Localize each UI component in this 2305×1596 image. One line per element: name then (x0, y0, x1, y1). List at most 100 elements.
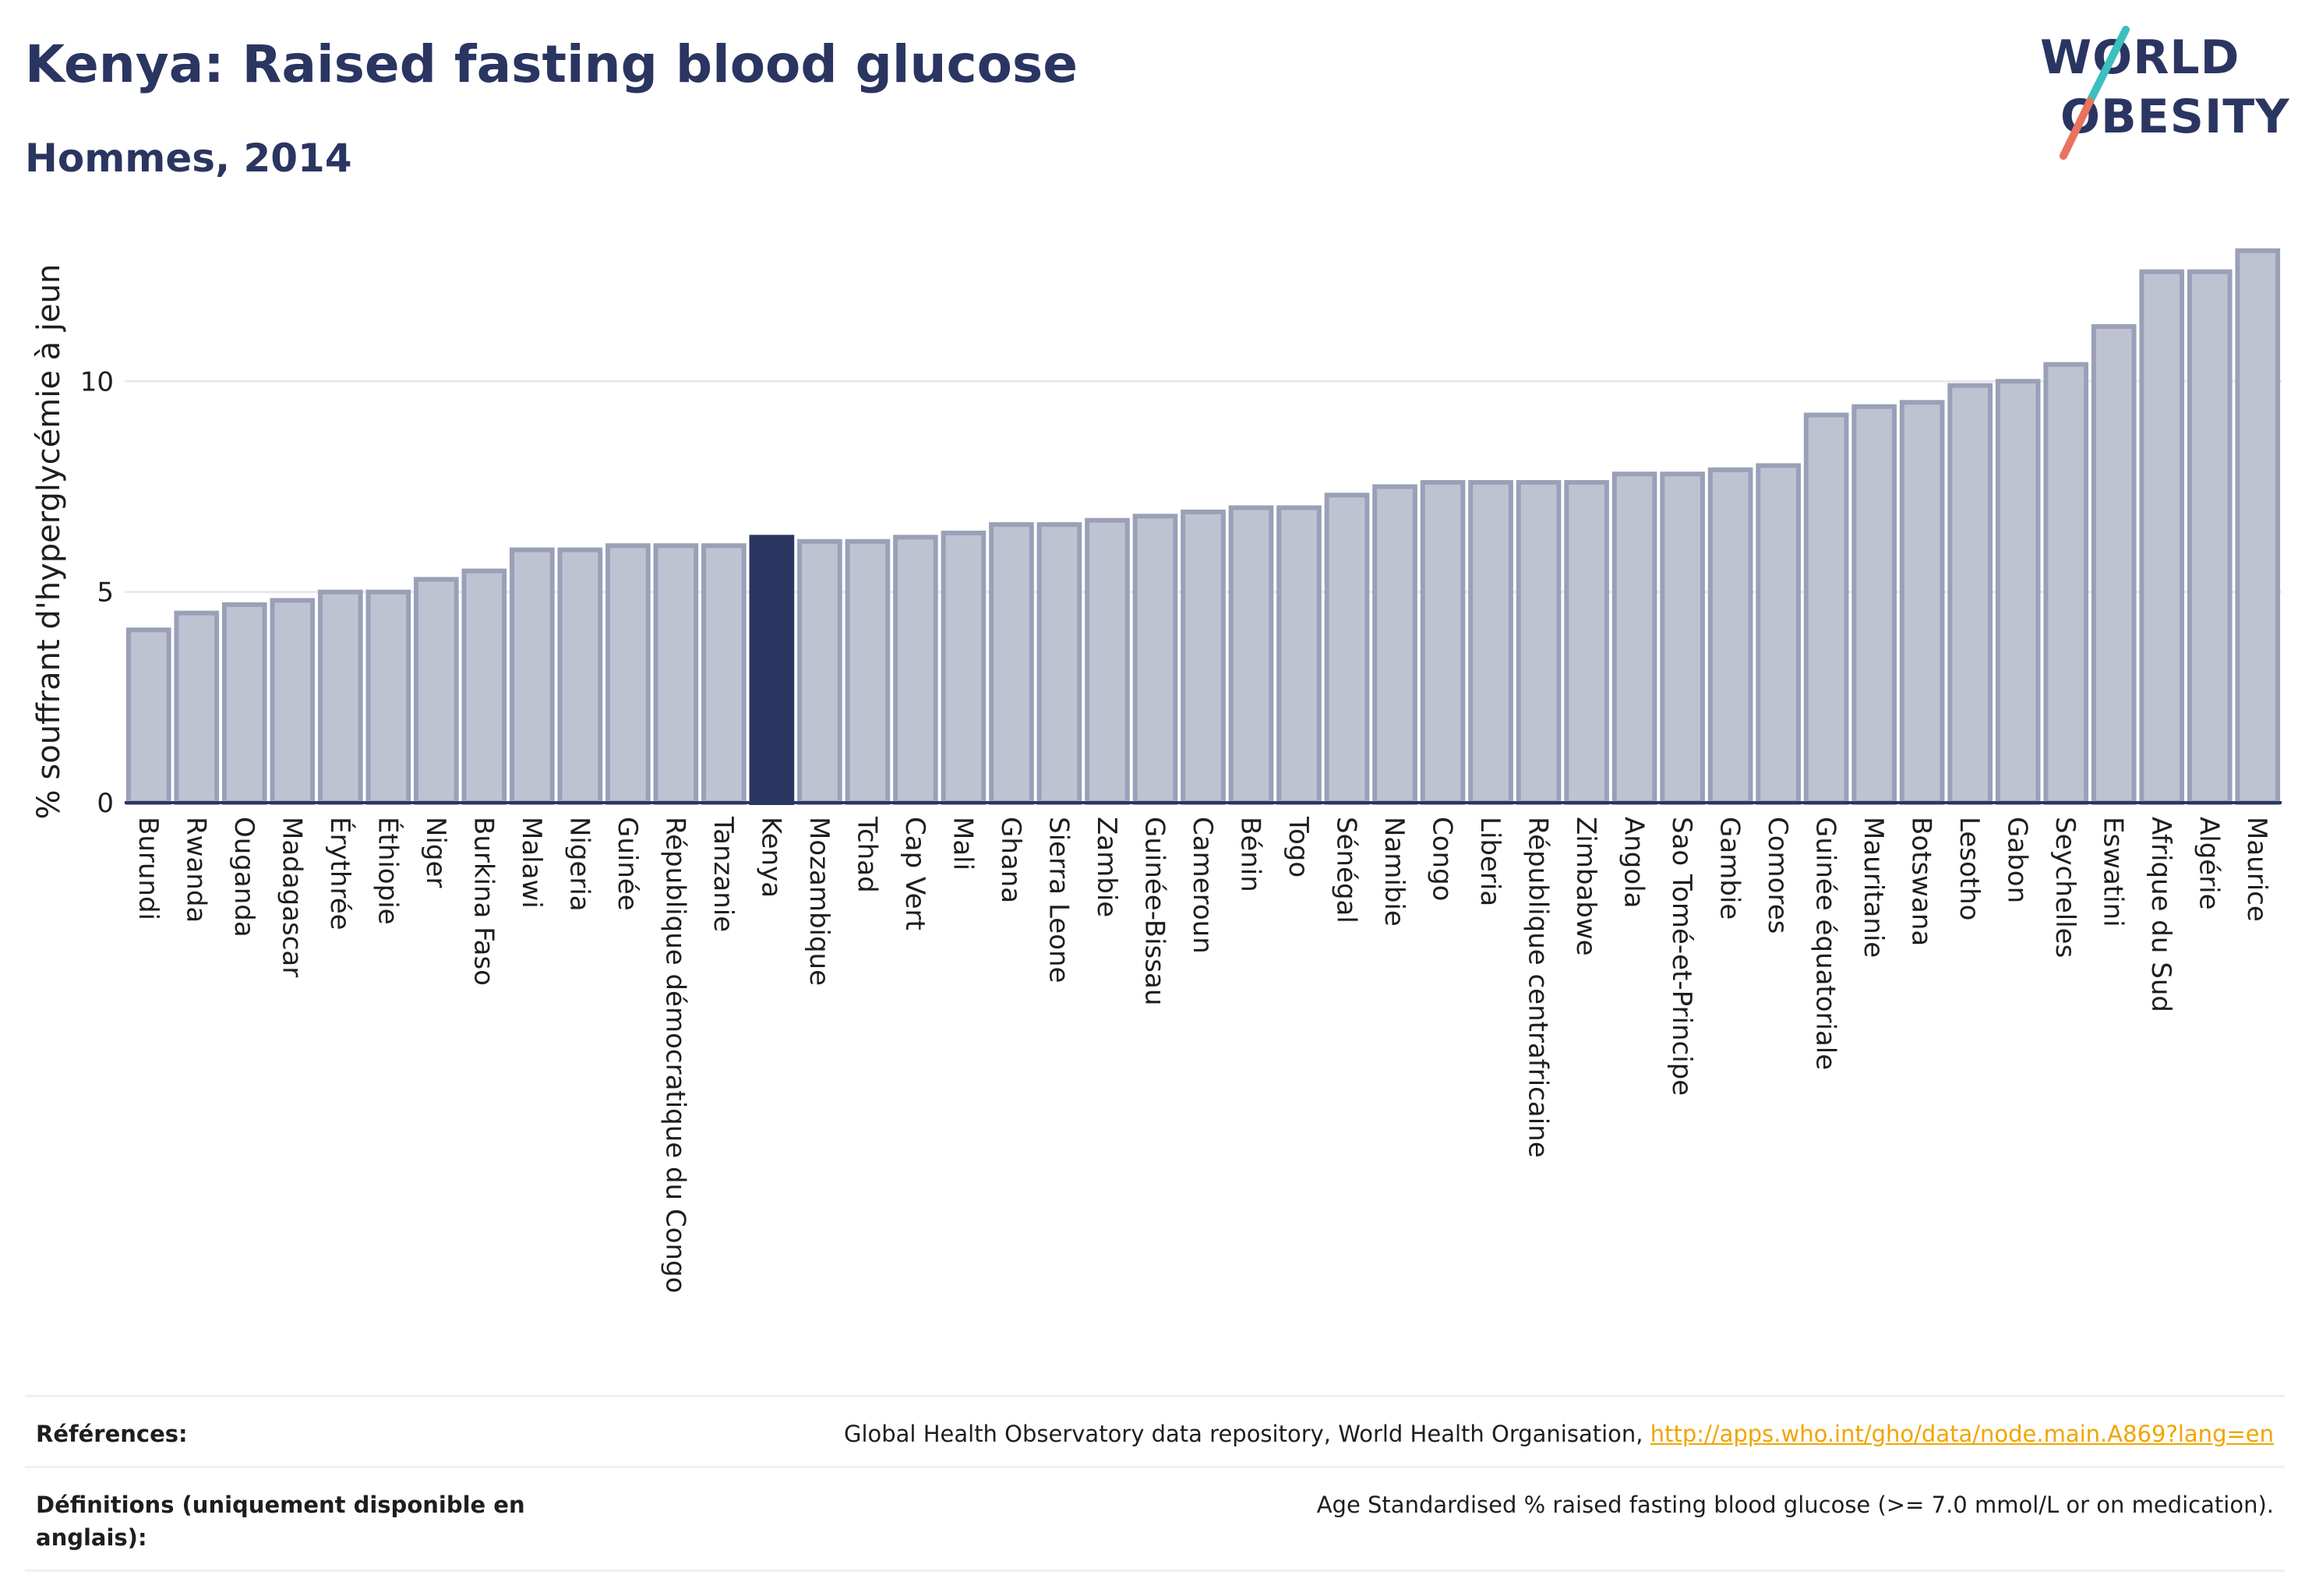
bar[interactable] (1372, 484, 1417, 805)
bar[interactable] (1276, 505, 1322, 806)
bar[interactable] (1468, 480, 1513, 805)
bar[interactable] (797, 538, 842, 805)
bar[interactable] (1516, 480, 1562, 805)
bar[interactable] (557, 547, 603, 805)
logo-slash-teal-icon (2086, 26, 2130, 105)
bar[interactable] (221, 602, 267, 806)
x-tick-label: Congo (1427, 817, 1458, 901)
x-tick-label: République centrafricaine (1523, 817, 1554, 1158)
x-tick-label: Bénin (1235, 817, 1266, 892)
x-tick-label: Namibie (1378, 817, 1410, 927)
bar[interactable] (701, 543, 747, 805)
definitions-label: Définitions (uniquement disponible en an… (36, 1492, 525, 1551)
x-tick-label: Angola (1618, 817, 1650, 908)
bar[interactable] (2235, 248, 2281, 805)
x-tick-label: Mauritanie (1858, 817, 1889, 958)
references-link[interactable]: http://apps.who.int/gho/data/node.main.A… (1650, 1421, 2274, 1447)
x-tick-label: Lesotho (1954, 817, 1985, 920)
bar[interactable] (989, 522, 1034, 805)
x-tick-label: Rwanda (180, 817, 211, 923)
bar[interactable] (365, 589, 411, 805)
x-tick-label: Érythrée (324, 817, 356, 930)
bar[interactable] (461, 568, 507, 805)
logo-slash-coral-icon (2060, 97, 2094, 160)
bar[interactable] (845, 538, 891, 805)
x-tick-label: Malawi (516, 817, 547, 909)
bar[interactable] (1564, 480, 1609, 805)
bar[interactable] (1132, 514, 1178, 806)
references-label: Références: (36, 1421, 188, 1447)
bar[interactable] (1995, 379, 2041, 805)
bar[interactable] (1324, 493, 1370, 806)
y-tick-label: 5 (97, 577, 114, 609)
x-tick-label: Sao Tomé-et-Principe (1666, 817, 1697, 1096)
bar[interactable] (1756, 463, 1801, 805)
references-text: Global Health Observatory data repositor… (843, 1421, 1650, 1447)
x-tick-label: Algérie (2194, 817, 2225, 910)
bar[interactable] (1181, 509, 1226, 806)
bar[interactable] (1036, 522, 1082, 805)
x-tick-label: Zambie (1091, 817, 1122, 917)
x-tick-label: République démocratique du Congo (659, 817, 690, 1293)
bar-chart: 0 5 10 Burundi Rwanda Ouganda Madagascar Éryth… (31, 248, 2282, 1293)
bar[interactable] (270, 598, 316, 805)
bar[interactable] (1803, 412, 1849, 805)
x-tick-label: Kenya (755, 817, 786, 898)
world-obesity-logo: WORLD OBESITY (2040, 26, 2289, 160)
x-tick-label: Sénégal (1331, 817, 1362, 923)
logo-line1: WORLD (2040, 30, 2240, 85)
x-tick-label: Guinée (612, 817, 643, 911)
bar[interactable] (1611, 471, 1657, 805)
x-tick-label: Niger (420, 817, 451, 888)
bar[interactable] (941, 530, 987, 805)
bar[interactable] (1707, 467, 1753, 805)
bar[interactable] (174, 610, 220, 806)
x-tick-label: Afrique du Sud (2145, 817, 2176, 1012)
bar[interactable] (2043, 362, 2089, 805)
x-tick-label: Tanzanie (708, 816, 739, 932)
bar[interactable] (1899, 400, 1945, 805)
x-tick-label: Gambie (1714, 817, 1746, 920)
x-tick-label: Cap Vert (899, 817, 930, 930)
x-tick-label: Tchad (851, 816, 882, 893)
x-tick-label: Nigeria (563, 817, 595, 912)
x-tick-label: Mozambique (803, 817, 835, 986)
x-tick-label: Eswatini (2098, 817, 2129, 927)
bar[interactable] (510, 547, 555, 805)
bar[interactable] (1660, 471, 1705, 805)
bars (125, 248, 2281, 806)
bar-highlighted[interactable] (749, 535, 795, 805)
bar[interactable] (1947, 383, 1993, 805)
y-tick-labels: 0 5 10 (80, 366, 114, 819)
x-tick-label: Éthiopie (372, 817, 404, 925)
bar[interactable] (413, 577, 459, 805)
x-tick-label: Maurice (2241, 817, 2272, 922)
x-tick-label: Liberia (1474, 817, 1505, 906)
chart-title: Kenya: Raised fasting blood glucose (25, 34, 1078, 94)
bar[interactable] (605, 543, 651, 805)
bar[interactable] (1085, 517, 1130, 805)
definitions-row: Définitions (uniquement disponible en an… (25, 1466, 2285, 1572)
bar[interactable] (2187, 269, 2233, 805)
bar[interactable] (317, 589, 363, 805)
y-tick-label: 0 (97, 788, 114, 819)
references-value: Global Health Observatory data repositor… (844, 1418, 2285, 1450)
bar[interactable] (2091, 323, 2137, 805)
x-tick-label: Sierra Leone (1043, 817, 1074, 983)
bar[interactable] (1420, 480, 1466, 805)
bar[interactable] (653, 543, 699, 805)
bar[interactable] (125, 627, 171, 806)
x-tick-label: Ouganda (228, 817, 259, 937)
x-tick-label: Mali (947, 817, 978, 870)
bar[interactable] (2139, 269, 2185, 805)
bar[interactable] (1851, 404, 1897, 805)
x-tick-label: Seychelles (2049, 817, 2081, 958)
bar[interactable] (1228, 505, 1274, 806)
x-tick-label: Gabon (2002, 817, 2033, 903)
definitions-value: Age Standardised % raised fasting blood … (1316, 1492, 2274, 1518)
references-row: Références: Global Health Observatory da… (25, 1395, 2285, 1466)
x-tick-label: Zimbabwe (1570, 817, 1601, 956)
x-tick-label: Burundi (132, 817, 164, 920)
x-tick-label: Madagascar (276, 817, 307, 977)
bar[interactable] (893, 535, 938, 805)
